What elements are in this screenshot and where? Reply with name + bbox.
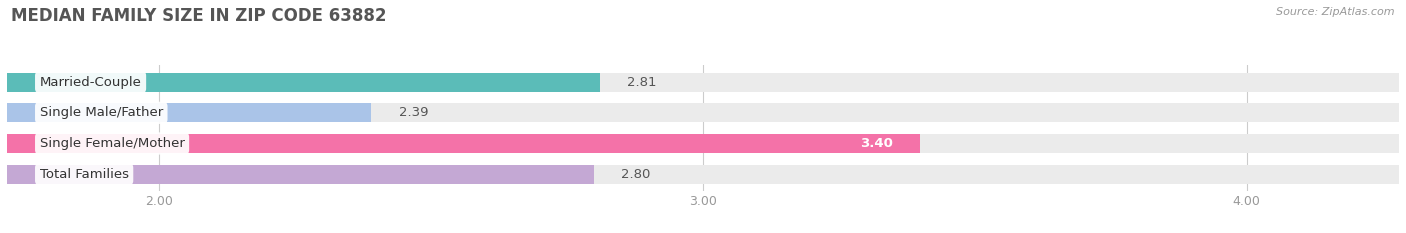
Text: 2.39: 2.39: [398, 106, 427, 119]
Text: Source: ZipAtlas.com: Source: ZipAtlas.com: [1277, 7, 1395, 17]
Bar: [7, 103, 371, 122]
Bar: [7, 134, 921, 153]
Text: Total Families: Total Families: [39, 168, 129, 181]
Text: Single Female/Mother: Single Female/Mother: [39, 137, 184, 150]
Text: Married-Couple: Married-Couple: [39, 76, 142, 89]
Text: MEDIAN FAMILY SIZE IN ZIP CODE 63882: MEDIAN FAMILY SIZE IN ZIP CODE 63882: [11, 7, 387, 25]
Bar: [7, 103, 1399, 122]
Bar: [7, 73, 1399, 92]
Text: 2.81: 2.81: [627, 76, 657, 89]
Bar: [7, 134, 1399, 153]
Bar: [7, 165, 1399, 184]
Text: 3.40: 3.40: [860, 137, 893, 150]
Bar: [7, 165, 595, 184]
Bar: [7, 73, 600, 92]
Text: 2.80: 2.80: [621, 168, 651, 181]
Text: Single Male/Father: Single Male/Father: [39, 106, 163, 119]
